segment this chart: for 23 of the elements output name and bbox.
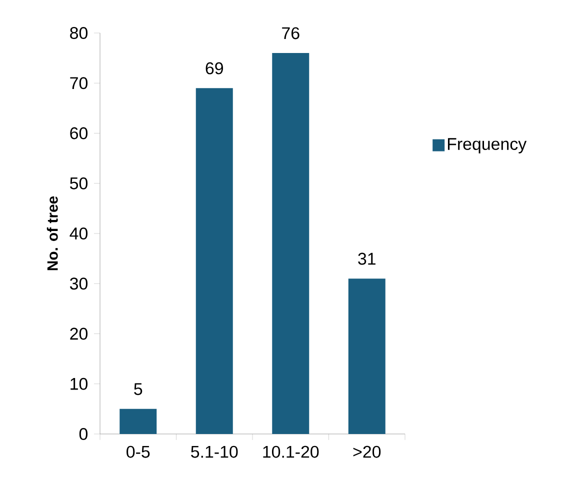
data-label: 69 — [206, 62, 224, 74]
y-tick-label: 50 — [70, 177, 88, 190]
bar — [272, 53, 310, 434]
y-tick-label: 40 — [70, 227, 88, 240]
bar — [196, 88, 233, 434]
x-tick-label: 0-5 — [126, 446, 150, 458]
y-tick-label: 60 — [70, 127, 88, 140]
y-tick-label: 70 — [70, 77, 88, 90]
x-tick-label: >20 — [353, 446, 381, 458]
y-axis-title: No. of tree — [46, 196, 58, 270]
data-label: 76 — [282, 27, 300, 40]
x-tick-label: 10.1-20 — [263, 446, 319, 458]
bar — [120, 408, 157, 434]
y-tick-label: 0 — [79, 428, 88, 440]
bar — [348, 278, 386, 434]
y-tick-label: 80 — [70, 26, 88, 39]
data-label: 31 — [358, 252, 376, 265]
data-label: 5 — [134, 383, 142, 396]
x-tick-label: 5.1-10 — [191, 446, 238, 458]
y-tick-label: 30 — [70, 278, 88, 290]
y-tick-label: 20 — [70, 328, 88, 340]
legend-label: Frequency — [448, 138, 527, 154]
y-tick-label: 10 — [70, 378, 88, 390]
